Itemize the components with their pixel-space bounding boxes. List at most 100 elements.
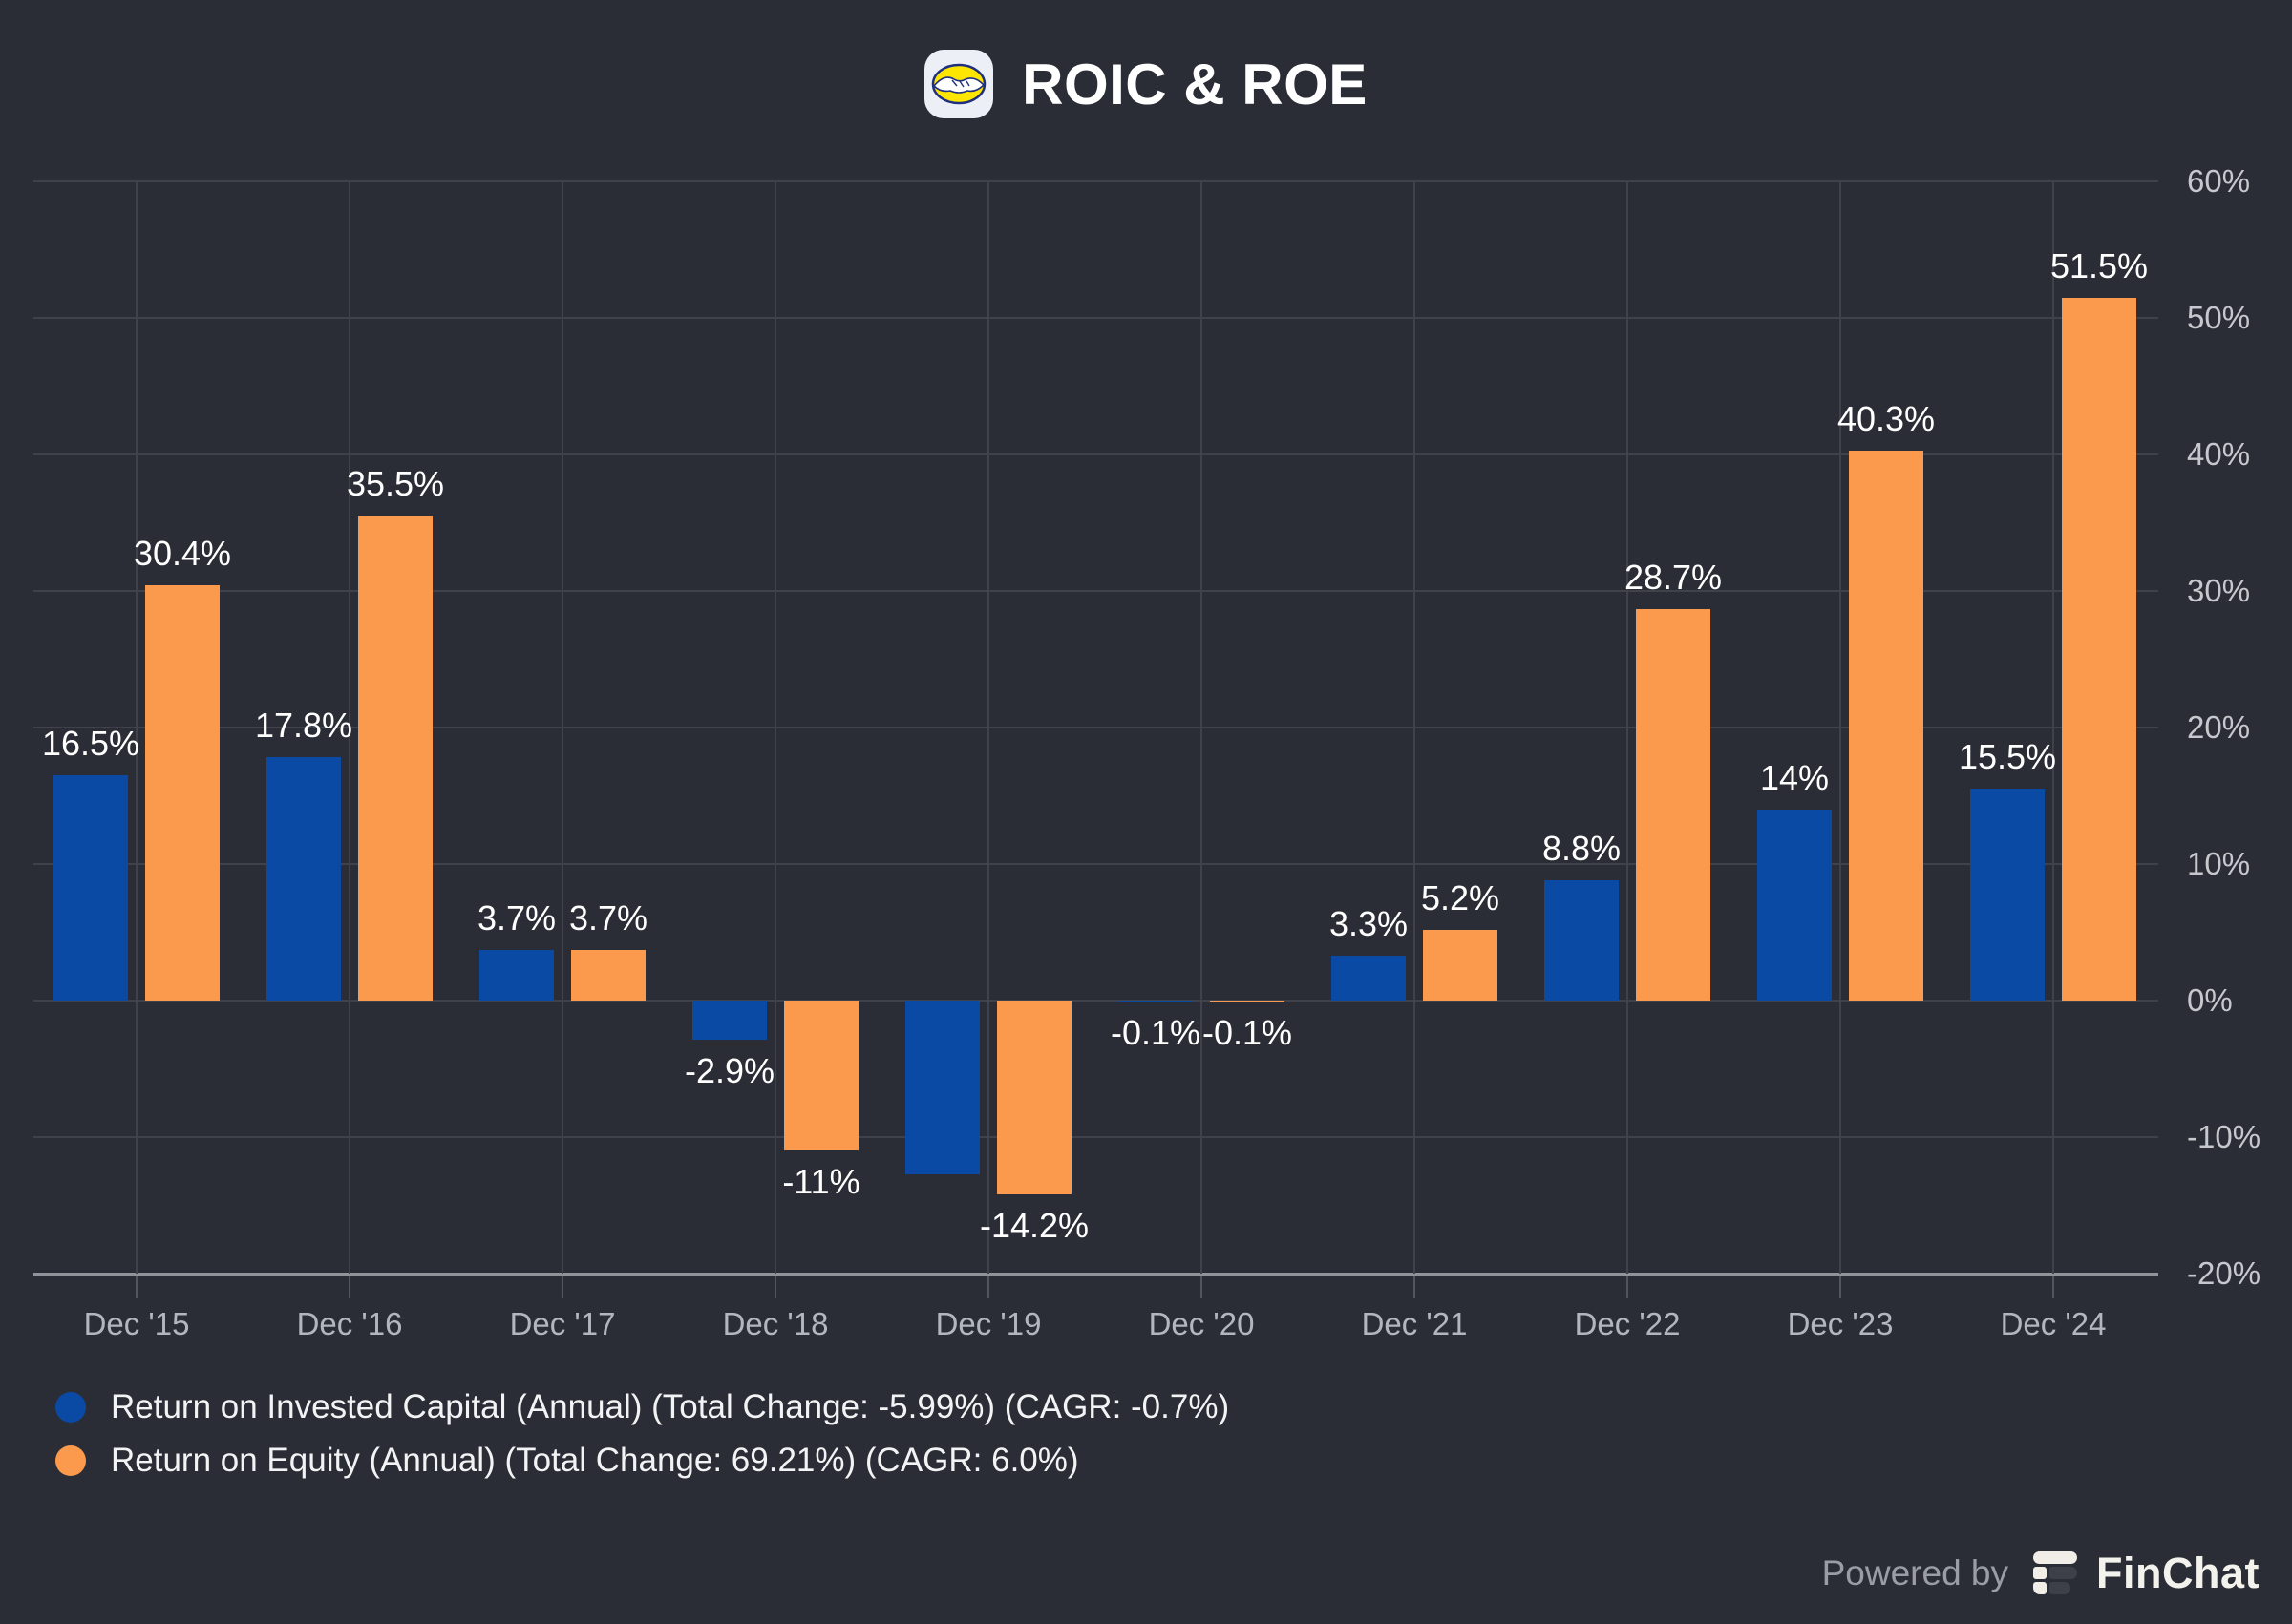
x-tick-mark	[1626, 1276, 1628, 1298]
bar-label: -0.1%	[1110, 1013, 1201, 1053]
bar-label: -0.1%	[1201, 1013, 1293, 1053]
bar-roe-Dec19[interactable]	[997, 1001, 1072, 1195]
y-tick-label: 40%	[2187, 436, 2251, 472]
x-tick-mark	[562, 1276, 563, 1298]
x-tick-mark	[987, 1276, 989, 1298]
bar-roic-Dec16[interactable]	[266, 757, 341, 1001]
bar-roic-Dec17[interactable]	[479, 950, 554, 1001]
bar-roe-Dec17[interactable]	[571, 950, 646, 1001]
y-tick-label: 60%	[2187, 163, 2251, 199]
x-tick-label: Dec '19	[935, 1306, 1042, 1341]
bar-label: 14%	[1759, 757, 1830, 797]
bar-label: 3.3%	[1328, 903, 1409, 943]
bar-label: 35.5%	[346, 464, 445, 504]
bar-roic-Dec23[interactable]	[1757, 809, 1832, 1001]
chart-header: ROIC & ROE	[0, 50, 2292, 118]
x-tick-mark	[2052, 1276, 2054, 1298]
bar-roic-Dec19[interactable]	[905, 1001, 980, 1174]
bar-label: 30.4%	[133, 534, 232, 574]
x-tick-label: Dec '16	[296, 1306, 403, 1341]
bar-roe-Dec24[interactable]	[2062, 297, 2136, 1001]
bar-roe-Dec20[interactable]	[1210, 1001, 1284, 1002]
gridline-v-Dec21	[1413, 181, 1415, 1274]
bar-roe-Dec23[interactable]	[1849, 450, 1923, 1001]
gridline-v-Dec15	[136, 181, 138, 1274]
gridline-v-Dec19	[987, 181, 989, 1274]
x-tick-mark	[136, 1276, 138, 1298]
bar-label: 28.7%	[1624, 557, 1723, 597]
bar-label: 5.2%	[1420, 877, 1500, 917]
y-tick-label: -20%	[2187, 1255, 2261, 1291]
bar-label: 8.8%	[1541, 829, 1622, 869]
bar-roic-Dec15[interactable]	[53, 775, 128, 1001]
bar-label: -11%	[782, 1162, 860, 1202]
legend-item-roe[interactable]: Return on Equity (Annual) (Total Change:…	[55, 1442, 1229, 1480]
y-tick-label: 0%	[2187, 982, 2233, 1018]
bar-label: 51.5%	[2049, 245, 2149, 285]
x-tick-label: Dec '21	[1361, 1306, 1468, 1341]
x-tick-label: Dec '22	[1574, 1306, 1681, 1341]
bar-roic-Dec21[interactable]	[1331, 955, 1406, 1001]
gridline-h-20%	[33, 727, 2158, 728]
finchat-logo-icon	[2033, 1551, 2078, 1595]
bar-roe-Dec22[interactable]	[1636, 608, 1710, 1001]
gridline-v-Dec24	[2052, 181, 2054, 1274]
y-tick-label: 30%	[2187, 573, 2251, 608]
x-tick-label: Dec '15	[83, 1306, 190, 1341]
x-tick-label: Dec '17	[509, 1306, 616, 1341]
bar-roe-Dec21[interactable]	[1423, 929, 1497, 1001]
powered-by-label: Powered by	[1821, 1553, 2009, 1592]
bar-roic-Dec18[interactable]	[692, 1001, 767, 1041]
bar-roe-Dec15[interactable]	[145, 585, 220, 1001]
bar-roe-Dec16[interactable]	[358, 516, 433, 1001]
bar-label: 17.8%	[254, 706, 353, 746]
gridline-h-0%	[33, 1000, 2158, 1002]
bar-label: 15.5%	[1958, 737, 2057, 777]
gridline-v-Dec16	[349, 181, 350, 1274]
x-tick-mark	[775, 1276, 776, 1298]
gridline-v-Dec17	[562, 181, 563, 1274]
x-tick-mark	[349, 1276, 350, 1298]
x-tick-mark	[1839, 1276, 1841, 1298]
bar-label: 16.5%	[41, 724, 140, 764]
bar-label: -14.2%	[979, 1206, 1090, 1246]
finchat-brand: FinChat	[2096, 1549, 2260, 1597]
mercadolibre-icon	[924, 50, 994, 118]
legend: Return on Invested Capital (Annual) (Tot…	[55, 1388, 1229, 1480]
bar-roic-Dec20[interactable]	[1118, 1001, 1193, 1002]
gridline-h-60%	[33, 180, 2158, 182]
x-tick-label: Dec '23	[1787, 1306, 1894, 1341]
bar-roic-Dec24[interactable]	[1970, 789, 2045, 1001]
bar-label: -2.9%	[684, 1051, 775, 1091]
gridline-v-Dec23	[1839, 181, 1841, 1274]
bar-roic-Dec22[interactable]	[1544, 880, 1619, 1001]
y-tick-label: 20%	[2187, 709, 2251, 745]
bar-label: 3.7%	[568, 898, 648, 939]
legend-label-roe: Return on Equity (Annual) (Total Change:…	[111, 1442, 1079, 1479]
gridline-h-40%	[33, 453, 2158, 455]
x-tick-label: Dec '20	[1148, 1306, 1255, 1341]
x-axis-line	[33, 1273, 2158, 1276]
x-tick-mark	[1200, 1276, 1202, 1298]
x-tick-mark	[1413, 1276, 1415, 1298]
roic-series-marker-icon	[55, 1392, 86, 1423]
bar-roe-Dec18[interactable]	[784, 1001, 859, 1151]
gridline-v-Dec18	[775, 181, 776, 1274]
x-tick-label: Dec '24	[2000, 1306, 2107, 1341]
gridline-h-10%	[33, 863, 2158, 865]
legend-item-roic[interactable]: Return on Invested Capital (Annual) (Tot…	[55, 1388, 1229, 1426]
x-tick-label: Dec '18	[722, 1306, 829, 1341]
bar-label: 40.3%	[1836, 398, 1936, 438]
powered-by-finchat: Powered by FinChat	[1822, 1549, 2260, 1598]
legend-label-roic: Return on Invested Capital (Annual) (Tot…	[111, 1388, 1230, 1425]
y-tick-label: 50%	[2187, 300, 2251, 335]
gridline-v-Dec20	[1200, 181, 1202, 1274]
gridline-v-Dec22	[1626, 181, 1628, 1274]
gridline-h-30%	[33, 590, 2158, 592]
page-title: ROIC & ROE	[1022, 52, 1368, 116]
bar-label: 3.7%	[477, 898, 557, 939]
y-tick-label: -10%	[2187, 1119, 2261, 1154]
y-tick-label: 10%	[2187, 846, 2251, 881]
